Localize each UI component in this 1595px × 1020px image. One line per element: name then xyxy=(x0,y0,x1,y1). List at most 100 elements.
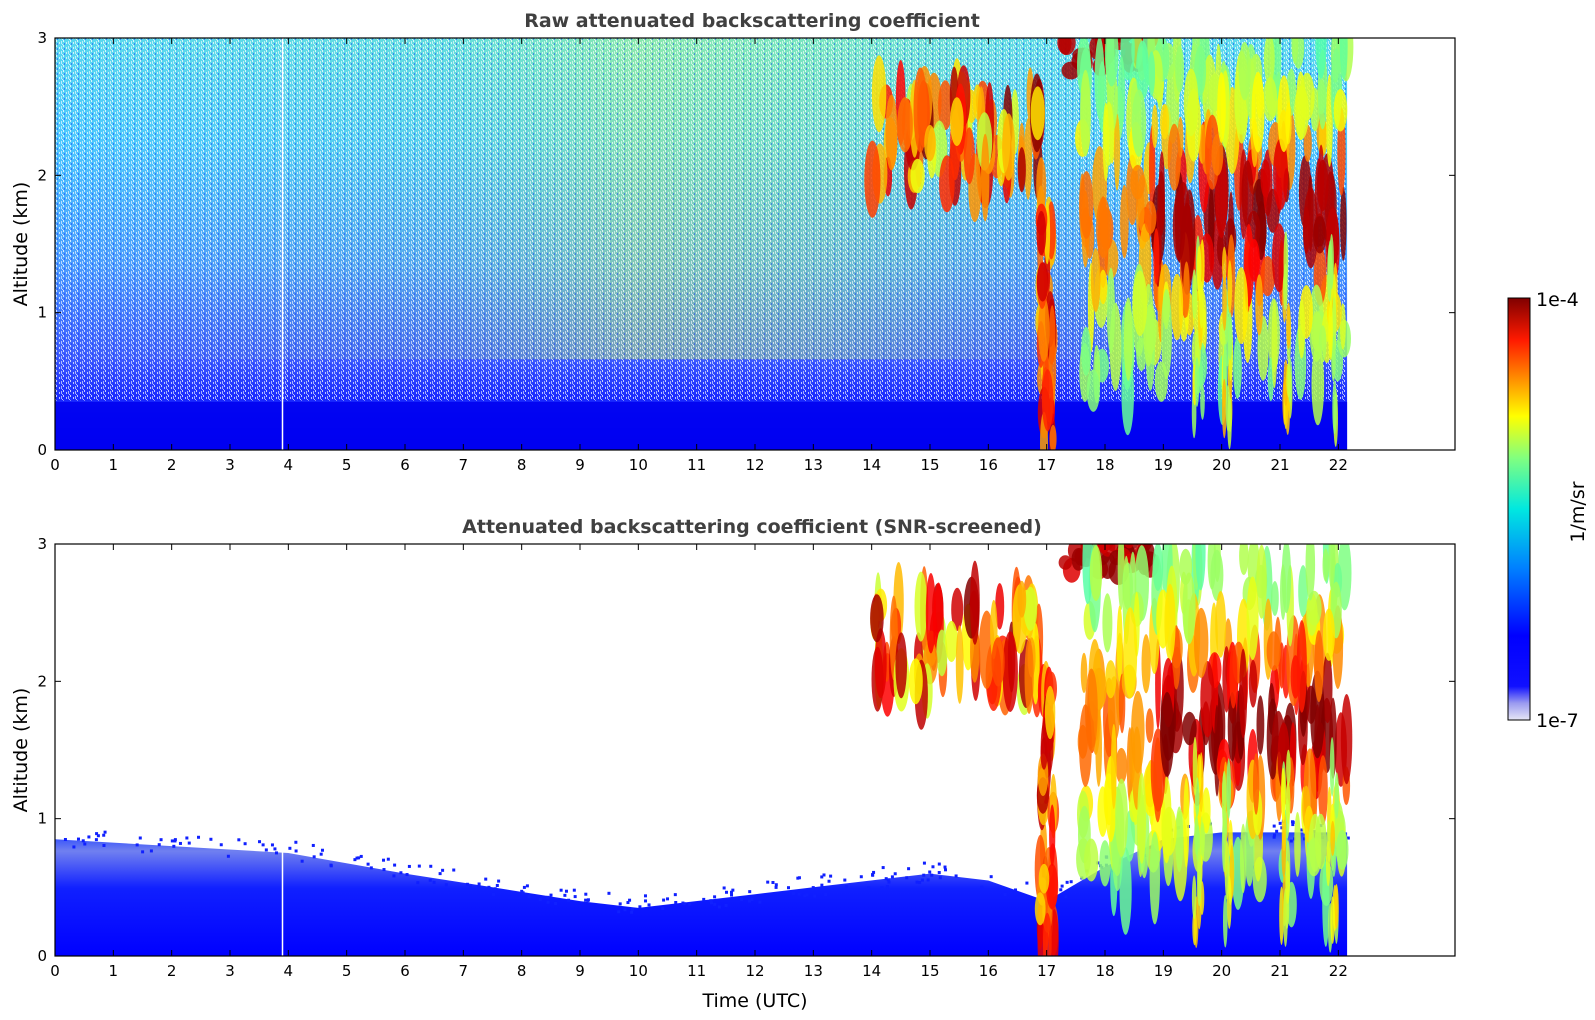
colorbar-max-label: 1e-4 xyxy=(1536,289,1579,311)
x-tick-label: 13 xyxy=(804,456,823,474)
backscatter-cell xyxy=(1222,378,1227,439)
backscatter-cell xyxy=(1102,102,1110,182)
boundary-speckle xyxy=(549,893,553,897)
boundary-speckle xyxy=(617,910,621,914)
boundary-speckle xyxy=(197,835,201,839)
backscatter-cell xyxy=(910,158,925,194)
boundary-speckle xyxy=(219,843,223,847)
boundary-speckle xyxy=(1059,888,1063,892)
boundary-speckle xyxy=(674,900,678,904)
boundary-speckle xyxy=(527,894,531,898)
boundary-speckle xyxy=(709,899,713,903)
boundary-speckle xyxy=(484,877,488,881)
backscatter-cell xyxy=(1302,206,1310,255)
backscatter-cell xyxy=(963,127,975,185)
boundary-speckle xyxy=(573,895,577,899)
boundary-speckle xyxy=(822,873,826,877)
backscatter-cell xyxy=(1332,380,1337,435)
backscatter-cell xyxy=(1115,747,1128,784)
x-tick-label: 10 xyxy=(629,962,648,980)
boundary-speckle xyxy=(563,893,567,897)
backscatter-cell xyxy=(1036,262,1049,302)
backscatter-cell xyxy=(1340,186,1347,261)
backscatter-cell xyxy=(1256,544,1267,619)
backscatter-cell xyxy=(1322,548,1329,582)
backscatter-cell xyxy=(1149,124,1156,214)
boundary-speckle xyxy=(572,888,576,892)
y-tick-label: 2 xyxy=(37,166,47,184)
y-tick-label: 0 xyxy=(37,441,47,459)
backscatter-cell xyxy=(1058,555,1073,570)
colorbar-gradient xyxy=(1507,297,1531,721)
boundary-speckle xyxy=(170,839,174,843)
boundary-speckle xyxy=(884,877,888,881)
x-tick-label: 8 xyxy=(517,456,527,474)
backscatter-cell xyxy=(1175,45,1184,93)
boundary-speckle xyxy=(1013,888,1017,892)
x-tick-label: 5 xyxy=(342,962,352,980)
boundary-speckle xyxy=(928,870,932,874)
backscatter-cell xyxy=(1153,737,1163,823)
backscatter-cell xyxy=(1224,840,1230,900)
backscatter-cell xyxy=(1334,883,1339,929)
backscatter-cell xyxy=(1194,815,1199,856)
backscatter-cell xyxy=(1281,767,1286,822)
boundary-speckle xyxy=(881,866,885,870)
backscatter-cell xyxy=(1080,652,1088,694)
backscatter-cell xyxy=(1311,344,1325,426)
backscatter-cell xyxy=(1132,270,1148,337)
backscatter-cell xyxy=(955,625,964,704)
boundary-speckle xyxy=(432,880,436,884)
boundary-speckle xyxy=(382,858,386,862)
boundary-speckle xyxy=(623,908,627,912)
boundary-speckle xyxy=(102,843,106,847)
boundary-speckle xyxy=(428,878,432,882)
boundary-speckle xyxy=(546,900,550,904)
boundary-speckle xyxy=(886,878,890,882)
boundary-speckle xyxy=(258,840,262,844)
backscatter-cell xyxy=(1195,544,1206,591)
backscatter-cell xyxy=(1253,753,1260,815)
backscatter-cell xyxy=(1148,51,1156,96)
boundary-speckle xyxy=(95,832,99,836)
boundary-speckle xyxy=(94,838,98,842)
backscatter-cell xyxy=(1034,892,1046,926)
boundary-speckle xyxy=(1060,884,1064,888)
y-tick-label: 1 xyxy=(37,810,47,828)
backscatter-cell xyxy=(1239,544,1249,576)
backscatter-cell xyxy=(1171,273,1184,341)
boundary-speckle xyxy=(135,843,139,847)
backscatter-cell xyxy=(874,628,887,699)
boundary-speckle xyxy=(758,900,762,904)
boundary-speckle xyxy=(890,875,894,879)
boundary-speckle xyxy=(444,883,448,887)
backscatter-cell xyxy=(1151,104,1158,149)
backscatter-cell xyxy=(1263,77,1278,122)
backscatter-cell xyxy=(1195,330,1200,368)
boundary-speckle xyxy=(173,839,177,843)
backscatter-cell xyxy=(1286,749,1291,786)
boundary-speckle xyxy=(722,886,726,890)
backscatter-cell xyxy=(1241,160,1254,228)
boundary-speckle xyxy=(261,843,265,847)
backscatter-cell xyxy=(1024,638,1034,714)
x-tick-label: 6 xyxy=(400,962,410,980)
boundary-speckle xyxy=(989,875,993,879)
backscatter-cell xyxy=(1286,302,1291,349)
backscatter-cell xyxy=(1024,118,1032,200)
boundary-speckle xyxy=(399,871,403,875)
boundary-speckle xyxy=(893,872,897,876)
backscatter-cell xyxy=(1141,21,1160,37)
boundary-speckle xyxy=(311,843,315,847)
backscatter-cell xyxy=(1084,838,1099,882)
backscatter-cell xyxy=(1049,804,1056,867)
boundary-speckle xyxy=(880,886,884,890)
backscatter-cell xyxy=(1306,592,1318,636)
boundary-speckle xyxy=(907,867,911,871)
boundary-speckle xyxy=(353,858,357,862)
boundary-speckle xyxy=(954,874,958,878)
x-tick-label: 3 xyxy=(225,962,235,980)
colorbar: 1e-4 1e-7 1/m/sr xyxy=(1507,289,1589,732)
x-tick-label: 13 xyxy=(804,962,823,980)
